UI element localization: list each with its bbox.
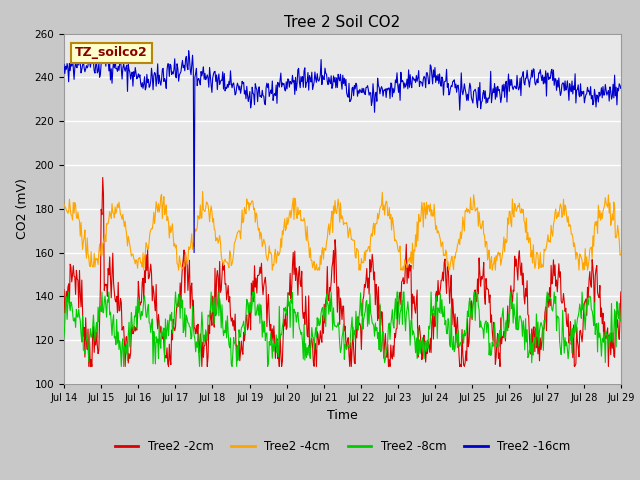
X-axis label: Time: Time <box>327 408 358 421</box>
Y-axis label: CO2 (mV): CO2 (mV) <box>16 179 29 239</box>
Legend: Tree2 -2cm, Tree2 -4cm, Tree2 -8cm, Tree2 -16cm: Tree2 -2cm, Tree2 -4cm, Tree2 -8cm, Tree… <box>110 435 575 458</box>
Text: TZ_soilco2: TZ_soilco2 <box>75 47 148 60</box>
Title: Tree 2 Soil CO2: Tree 2 Soil CO2 <box>284 15 401 30</box>
